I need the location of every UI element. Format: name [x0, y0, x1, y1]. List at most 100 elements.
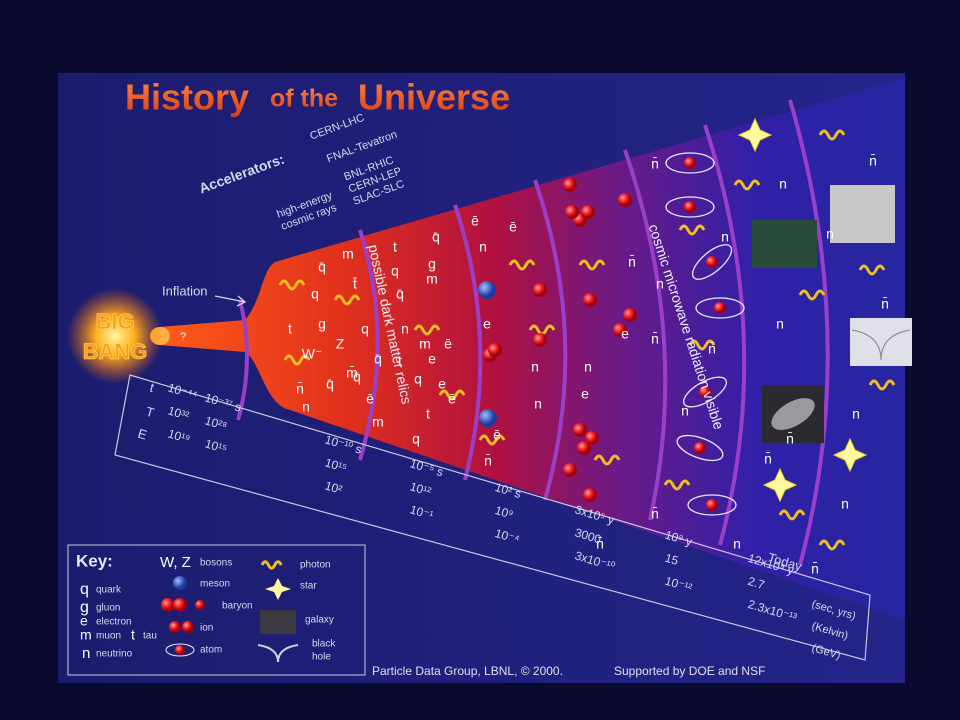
footer-credit: Particle Data Group, LBNL, © 2000.: [372, 664, 563, 678]
particle-symbol: n: [852, 406, 860, 422]
star: [832, 437, 868, 473]
particle-ball: [169, 621, 181, 633]
particle-ball: [699, 386, 711, 398]
particle-ball: [613, 323, 627, 337]
key-label: star: [300, 581, 317, 592]
particle-symbol: n̄: [651, 156, 659, 172]
photon: [578, 259, 606, 271]
particle-symbol: n: [584, 359, 592, 375]
key-label: muon: [96, 631, 121, 642]
particle-symbol: ē: [444, 336, 452, 352]
particle-symbol: t: [426, 406, 430, 422]
particle-symbol: q: [391, 263, 399, 279]
particle-ball: [573, 423, 587, 437]
era-arc: [453, 204, 483, 481]
particle-ball: [583, 293, 597, 307]
particle-ball: [173, 576, 187, 590]
particle-symbol: n: [779, 176, 787, 192]
era-arcs: [236, 99, 830, 566]
photon: [260, 560, 283, 570]
particle-symbol: Z: [336, 336, 345, 352]
key-label: black: [312, 639, 336, 650]
particle-symbol: ē: [509, 219, 517, 235]
photon: [663, 479, 691, 491]
particle-symbol: n: [826, 226, 834, 242]
key-galaxy: [260, 610, 296, 634]
particle-symbol: t: [288, 321, 292, 337]
particle-symbol: q: [311, 286, 319, 302]
particle-symbol: n̄: [881, 296, 889, 312]
photon: [868, 379, 896, 391]
photon: [858, 264, 886, 276]
particle-symbol: e: [621, 326, 629, 342]
era-arc: [703, 124, 747, 546]
atom-orbit: [691, 244, 733, 280]
particle-ball: [565, 205, 579, 219]
big-bang-word: BIG: [95, 309, 134, 334]
particle-symbol: W⁻: [302, 346, 323, 362]
particle-ball: [583, 488, 597, 502]
timeline-row-label: T: [144, 404, 156, 421]
key-symbol: n: [82, 645, 90, 662]
thinker-image: [830, 185, 895, 243]
timeline-value: 10¹⁵: [203, 436, 228, 456]
particle-ball: [714, 302, 726, 314]
key-label: quark: [96, 585, 122, 596]
particle-symbol: n̄: [651, 506, 659, 522]
particle-symbol: n: [531, 359, 539, 375]
particle-symbol: q̄: [353, 369, 361, 385]
era-arc: [236, 299, 249, 421]
particle-ball: [684, 157, 696, 169]
particle-ball: [533, 283, 547, 297]
key-label: tau: [143, 631, 157, 642]
particle-symbol: n: [776, 316, 784, 332]
atom-orbit: [682, 376, 728, 408]
key-title: Key:: [76, 551, 113, 570]
photon: [798, 289, 826, 301]
galaxy-core: [771, 398, 815, 430]
universe-cone: [160, 78, 905, 620]
particle-symbol: q̄: [326, 376, 334, 392]
atom-orbit: [695, 297, 745, 319]
particle-symbol: m̄: [346, 365, 358, 381]
particle-ball: [581, 205, 595, 219]
particle-ball: [706, 256, 718, 268]
particle-symbol: q: [361, 321, 369, 337]
particle-ball: [563, 178, 577, 192]
key-label: meson: [200, 579, 230, 590]
era-arc: [788, 99, 830, 566]
particle-symbol: n: [479, 239, 487, 255]
key-label: bosons: [200, 558, 232, 569]
title-word: Universe: [358, 77, 510, 118]
photon: [678, 224, 706, 236]
particle-symbol: ē: [493, 427, 501, 443]
particle-ball: [478, 281, 496, 299]
particle-symbol: g: [428, 256, 436, 272]
timeline-value: 10¹⁹: [166, 426, 192, 446]
timeline-row-label: t: [148, 380, 156, 396]
particle-symbol: n: [534, 396, 542, 412]
key-label: gluon: [96, 603, 120, 614]
key-atom: [165, 643, 195, 657]
particle-symbol: n: [656, 276, 664, 292]
timeline-value: 10⁹: [493, 503, 515, 522]
key-symbol: m: [80, 627, 92, 643]
particle-symbol: ē: [366, 391, 374, 407]
inflation-arrow: [214, 295, 247, 307]
particle-symbol: q: [412, 431, 420, 447]
particle-ball: [577, 441, 591, 455]
particle-symbol: n: [401, 321, 409, 337]
particle-ball: [694, 442, 706, 454]
particle-symbol: n̄: [484, 453, 492, 469]
particle-symbol: e: [438, 376, 446, 392]
black-hole-funnel: [851, 329, 911, 361]
photon: [438, 389, 466, 401]
particle-symbol: n̄: [651, 331, 659, 347]
big-bang-word: BANG: [83, 339, 148, 364]
key-star: [265, 578, 291, 600]
photon: [333, 294, 361, 306]
atom-orbit: [687, 494, 737, 516]
key-black-hole: [257, 644, 299, 663]
particle-symbol: e: [428, 351, 436, 367]
